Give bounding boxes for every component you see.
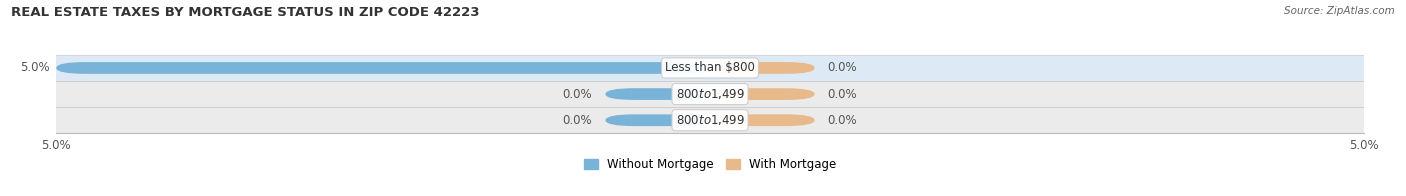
FancyBboxPatch shape xyxy=(606,114,710,126)
FancyBboxPatch shape xyxy=(710,88,814,100)
FancyBboxPatch shape xyxy=(710,114,814,126)
Text: 0.0%: 0.0% xyxy=(828,114,858,127)
Text: $800 to $1,499: $800 to $1,499 xyxy=(675,113,745,127)
FancyBboxPatch shape xyxy=(606,88,710,100)
Bar xyxy=(56,81,1364,107)
Text: 0.0%: 0.0% xyxy=(562,88,592,101)
FancyBboxPatch shape xyxy=(56,62,710,74)
Text: $800 to $1,499: $800 to $1,499 xyxy=(675,87,745,101)
Text: Less than $800: Less than $800 xyxy=(665,62,755,74)
Bar xyxy=(56,55,1364,81)
Text: 0.0%: 0.0% xyxy=(562,114,592,127)
Text: REAL ESTATE TAXES BY MORTGAGE STATUS IN ZIP CODE 42223: REAL ESTATE TAXES BY MORTGAGE STATUS IN … xyxy=(11,6,479,19)
Text: 5.0%: 5.0% xyxy=(20,62,49,74)
FancyBboxPatch shape xyxy=(710,62,814,74)
Bar xyxy=(56,107,1364,133)
Text: 0.0%: 0.0% xyxy=(828,88,858,101)
Legend: Without Mortgage, With Mortgage: Without Mortgage, With Mortgage xyxy=(579,153,841,176)
Text: Source: ZipAtlas.com: Source: ZipAtlas.com xyxy=(1284,6,1395,16)
Text: 0.0%: 0.0% xyxy=(828,62,858,74)
